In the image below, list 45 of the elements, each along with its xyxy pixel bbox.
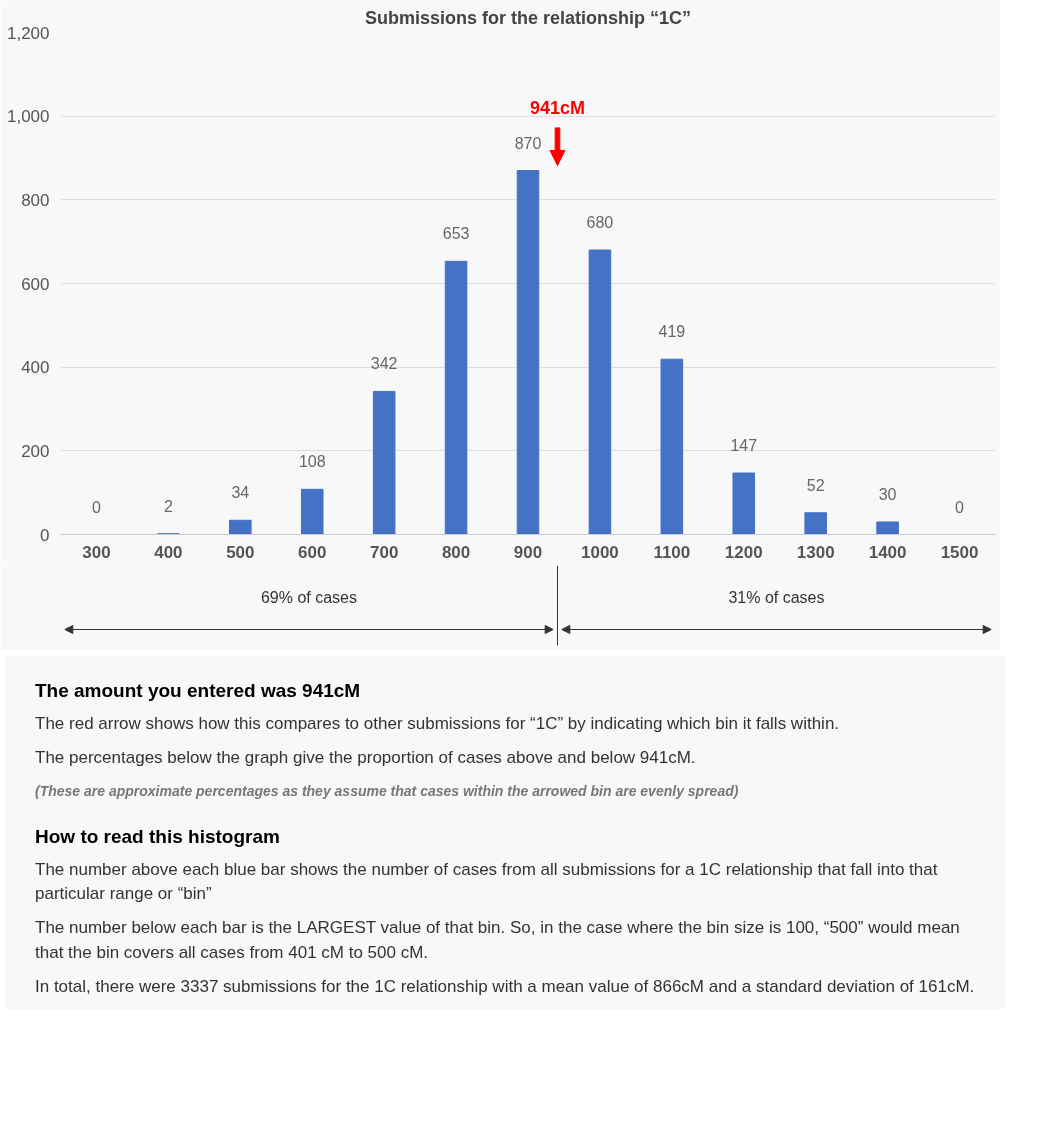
- data-label: 419: [658, 323, 686, 341]
- x-tick-label: 1100: [653, 542, 691, 562]
- x-tick-label: 1300: [796, 542, 835, 562]
- x-tick-label: 400: [154, 542, 183, 562]
- x-tick-label: 900: [513, 542, 543, 562]
- y-tick-label: 0: [40, 525, 50, 545]
- text: (These are approximate percentages as they assume that cases within the arrowed bin are evenly spread): [35, 781, 740, 801]
- text: 69% of cases: [260, 588, 358, 606]
- text: The number above each blue bar shows the number of cases from all submissions for a 1C relationship that fall into that particular range or “bin”: [35, 858, 939, 906]
- x-tick-label: 1200: [724, 542, 763, 562]
- text: The number below each bar is the LARGEST value of that bin. So, in the case where the bin size is 100, “500” would mean that the bin covers all cases from 401 cM to 500 cM.: [35, 917, 961, 964]
- text: The percentages below the graph give the proportion of cases above and below 941cM.: [35, 747, 697, 770]
- text: 31% of cases: [728, 588, 825, 606]
- text: In total, there were 3337 submissions for the 1C relationship with a mean value of 866cM and a standard deviation of 161cM.: [35, 975, 975, 998]
- data-label: 34: [231, 484, 250, 502]
- data-label: 108: [298, 453, 326, 471]
- data-label: 2: [163, 497, 173, 515]
- x-tick-label: 800: [441, 542, 471, 562]
- data-label: 342: [370, 355, 398, 373]
- data-label: 0: [955, 498, 965, 516]
- y-tick-label: 600: [21, 274, 50, 294]
- data-label: 680: [586, 214, 614, 232]
- y-tick-label: 1,200: [6, 23, 50, 43]
- y-tick-label: 400: [21, 358, 50, 378]
- x-tick-label: 500: [226, 542, 255, 562]
- y-tick-label: 1,000: [6, 107, 50, 127]
- x-tick-label: 1400: [868, 542, 907, 562]
- y-tick-label: 800: [21, 190, 50, 210]
- data-label: 30: [878, 485, 897, 503]
- y-tick-label: 200: [21, 441, 50, 461]
- data-label: 870: [514, 134, 542, 152]
- data-label: 52: [806, 476, 825, 494]
- data-label: 147: [730, 437, 758, 455]
- x-tick-label: 600: [298, 542, 327, 562]
- text: How to read this histogram: [35, 824, 281, 849]
- ref-line-label: 941cM: [529, 97, 586, 118]
- x-tick-label: 1000: [581, 542, 619, 562]
- data-label: 653: [442, 225, 470, 243]
- x-tick-label: 300: [82, 542, 111, 562]
- chart-title: Submissions for the relationship “1C”: [364, 7, 692, 28]
- x-tick-label: 700: [369, 542, 399, 562]
- data-label: 0: [92, 498, 102, 516]
- text: The red arrow shows how this compares to other submissions for “1C” by indicating which bin it falls within.: [35, 713, 841, 736]
- text: The amount you entered was 941cM: [35, 679, 362, 703]
- x-tick-label: 1500: [940, 542, 979, 562]
